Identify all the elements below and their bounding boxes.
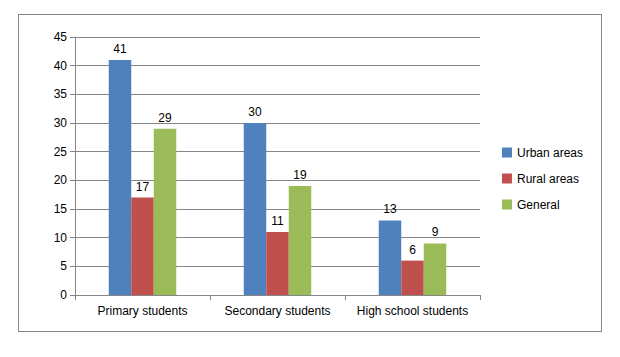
svg-text:Secondary students: Secondary students [224,304,330,318]
svg-text:6: 6 [409,243,416,257]
svg-text:35: 35 [54,87,68,101]
svg-text:20: 20 [54,173,68,187]
svg-text:Urban areas: Urban areas [517,146,583,160]
svg-text:45: 45 [54,30,68,44]
svg-text:Rural areas: Rural areas [517,172,579,186]
svg-text:5: 5 [60,259,67,273]
svg-text:0: 0 [60,288,67,302]
svg-text:10: 10 [54,231,68,245]
svg-text:41: 41 [113,42,127,56]
svg-text:30: 30 [248,105,262,119]
svg-text:29: 29 [158,111,172,125]
svg-text:40: 40 [54,59,68,73]
svg-text:13: 13 [383,202,397,216]
svg-text:19: 19 [293,168,307,182]
svg-text:25: 25 [54,145,68,159]
svg-text:General: General [517,198,560,212]
svg-text:9: 9 [432,225,439,239]
svg-text:15: 15 [54,202,68,216]
svg-text:17: 17 [136,180,150,194]
svg-text:High school students: High school students [357,304,468,318]
svg-text:30: 30 [54,116,68,130]
svg-text:11: 11 [271,214,284,228]
svg-text:Primary students: Primary students [97,304,187,318]
